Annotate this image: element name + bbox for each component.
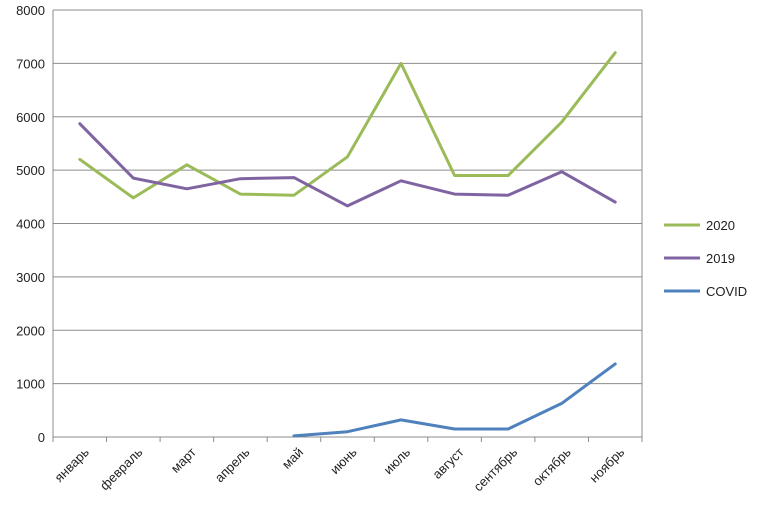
y-tick-label: 8000: [16, 3, 45, 18]
legend-label-2020: 2020: [706, 218, 735, 233]
y-tick-label: 5000: [16, 163, 45, 178]
legend-label-2019: 2019: [706, 251, 735, 266]
series-line-2020: [78, 51, 617, 200]
y-tick-label: 4000: [16, 217, 45, 232]
x-axis-ticks: январь февраль март апрель май июнь июль август…: [51, 437, 643, 494]
legend: 2020 2019 COVID: [664, 218, 747, 299]
y-tick-label: 1000: [16, 377, 45, 392]
series-lines: [78, 51, 617, 438]
y-axis-ticks: 0 1000 2000 3000 4000 5000 6000 7000 8000: [16, 3, 45, 445]
y-tick-label: 0: [38, 430, 45, 445]
series-line-2019: [78, 122, 617, 208]
y-tick-label: 6000: [16, 110, 45, 125]
y-tick-label: 3000: [16, 270, 45, 285]
x-tick-label: май: [279, 445, 306, 472]
x-tick-label: ноябрь: [586, 444, 627, 485]
y-tick-label: 7000: [16, 56, 45, 71]
x-tick-label: январь: [51, 444, 92, 485]
y-tick-label: 2000: [16, 323, 45, 338]
x-tick-label: сентябрь: [471, 444, 521, 494]
gridlines: [52, 9, 643, 438]
x-tick-label: август: [429, 444, 466, 481]
legend-label-covid: COVID: [706, 284, 747, 299]
x-tick-label: июнь: [327, 444, 360, 477]
x-tick-label: октябрь: [530, 444, 574, 488]
series-line-covid: [292, 362, 617, 438]
x-tick-label: апрель: [212, 444, 253, 485]
x-tick-label: март: [168, 444, 199, 475]
x-tick-label: февраль: [97, 444, 146, 493]
x-tick-label: июль: [381, 444, 414, 477]
